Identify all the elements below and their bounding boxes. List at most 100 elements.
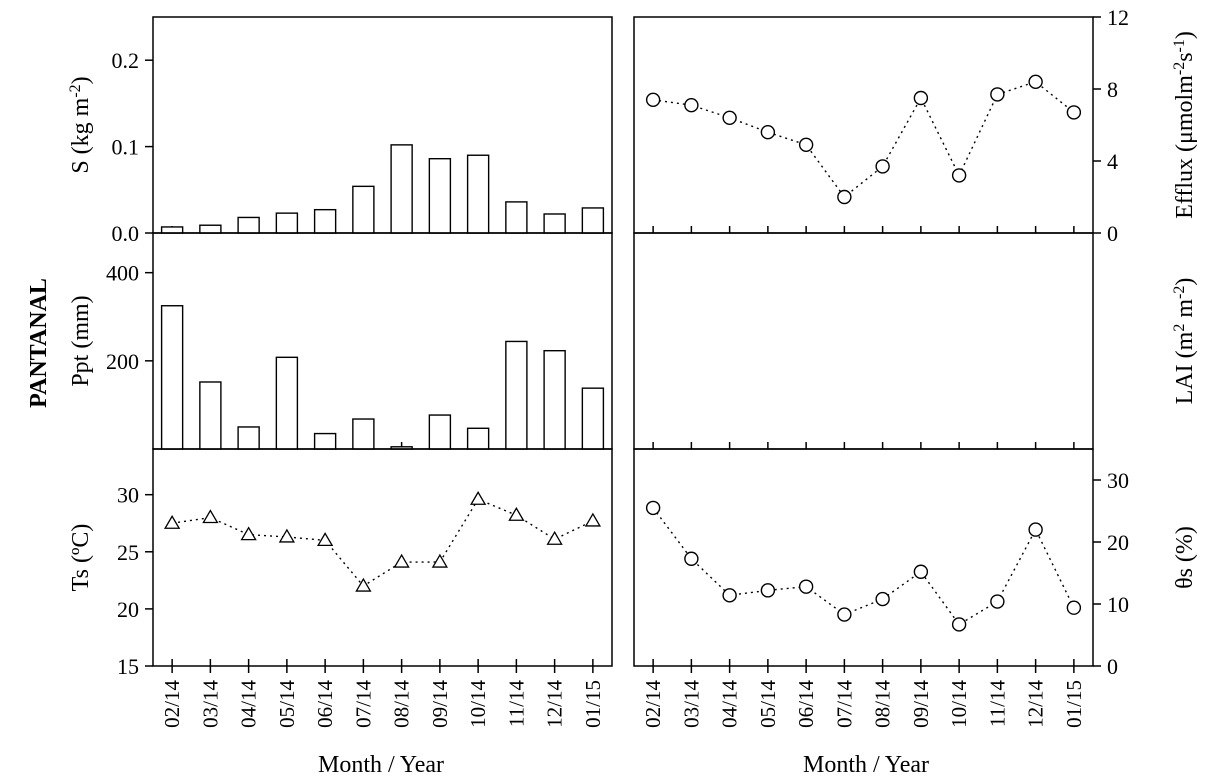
bar xyxy=(275,212,299,234)
bar xyxy=(543,213,566,234)
panel-efflux-line: 0 4 8 12 Efflux (μmolm-2s-1) xyxy=(633,5,1199,246)
panel-frame xyxy=(633,232,1094,450)
y-axis-label: Efflux (μmolm-2s-1) xyxy=(1171,31,1199,219)
panel-frame xyxy=(152,16,613,234)
bar xyxy=(352,418,375,450)
data-point xyxy=(990,87,1005,102)
x-tick-label: 05/14 xyxy=(756,680,780,728)
bar xyxy=(466,154,490,234)
x-tick-label: 05/14 xyxy=(275,680,299,728)
y-tick-label: 0.0 xyxy=(112,221,140,246)
y-tick-label: 4 xyxy=(1107,149,1118,174)
x-tick-label: 06/14 xyxy=(313,680,337,728)
data-point xyxy=(798,579,814,594)
data-point xyxy=(355,577,372,592)
bar xyxy=(581,387,605,450)
data-point xyxy=(508,506,525,521)
data-point xyxy=(1066,105,1082,120)
bar xyxy=(543,349,566,450)
data-point xyxy=(1028,74,1043,90)
x-tick-label: 10/14 xyxy=(466,680,490,728)
bar xyxy=(390,144,413,234)
bar xyxy=(352,185,375,234)
x-tick-label: 04/14 xyxy=(718,680,742,728)
panel-snow-bars: 0.0 0.1 0.2 S (kg m-2) xyxy=(67,16,613,246)
bar xyxy=(237,426,260,450)
panel-frame xyxy=(152,232,613,450)
data-point xyxy=(875,591,890,607)
bar xyxy=(505,201,528,234)
y-axis-label: θs (%) xyxy=(1172,526,1198,589)
x-tick-label: 12/14 xyxy=(1024,680,1048,728)
y-axis-label: S (kg m-2) xyxy=(67,76,95,173)
x-tick-label: 06/14 xyxy=(794,680,818,728)
y-tick-label: 30 xyxy=(117,483,139,508)
bar xyxy=(160,226,184,234)
data-point xyxy=(990,594,1005,609)
x-tick-label: 07/14 xyxy=(351,680,375,728)
x-axis-label-left: Month / Year xyxy=(318,752,444,778)
y-axis-label: LAI (m2 m-2) xyxy=(1171,278,1199,405)
y-tick-label: 0 xyxy=(1107,654,1118,679)
data-point xyxy=(1066,600,1082,615)
y-axis-label: Ts (ºC) xyxy=(68,524,94,592)
panel-lai-line: LAI (m2 m-2) xyxy=(633,232,1199,450)
x-tick-label: 03/14 xyxy=(679,680,703,728)
panel-soil-moisture-line: 0 10 20 30 02/14 03/14 04/14 05/14 06/14 07/14 08/… xyxy=(633,448,1198,728)
panel-frame xyxy=(633,448,1094,667)
data-point xyxy=(684,551,699,566)
data-point xyxy=(645,92,661,108)
x-tick-label: 01/15 xyxy=(1062,680,1086,728)
bar xyxy=(505,340,528,450)
x-tick-label: 01/15 xyxy=(581,680,605,728)
panel-frame xyxy=(152,448,613,667)
bar xyxy=(199,381,222,450)
data-point xyxy=(875,159,890,174)
bar xyxy=(199,224,222,234)
panel-soil-temperature-line: 15 20 25 30 02/14 03/14 04/14 05/14 06/14 07/14 08… xyxy=(68,448,613,728)
data-point xyxy=(722,110,737,126)
data-point xyxy=(469,490,487,505)
y-tick-label: 30 xyxy=(1107,468,1129,493)
y-tick-label: 12 xyxy=(1107,5,1129,30)
y-tick-label: 200 xyxy=(106,349,139,374)
bar xyxy=(466,427,490,450)
data-point xyxy=(951,617,967,632)
bar xyxy=(237,216,260,234)
series-line xyxy=(172,498,594,587)
data-point xyxy=(798,137,814,153)
y-tick-label: 0.1 xyxy=(112,135,140,160)
y-tick-label: 400 xyxy=(106,261,139,286)
data-point xyxy=(431,553,449,568)
bar xyxy=(581,207,605,234)
x-tick-label: 11/14 xyxy=(504,680,528,728)
bar xyxy=(313,208,337,234)
data-point xyxy=(393,553,410,568)
data-point xyxy=(1028,522,1043,537)
y-tick-label: 25 xyxy=(117,540,139,565)
x-tick-label: 04/14 xyxy=(237,680,261,728)
y-tick-label: 15 xyxy=(117,654,139,679)
x-axis-label-right: Month / Year xyxy=(803,752,929,778)
bar xyxy=(428,414,452,450)
x-tick-label: 08/14 xyxy=(871,680,895,728)
x-tick-label: 10/14 xyxy=(947,680,971,728)
panel-precipitation-bars: 200 400 Ppt (mm) xyxy=(68,232,613,450)
data-point xyxy=(722,588,737,603)
x-tick-label: 03/14 xyxy=(198,680,222,728)
series-line xyxy=(652,507,1075,626)
data-point xyxy=(684,97,699,113)
x-tick-label: 02/14 xyxy=(641,680,665,728)
x-tick-label: 08/14 xyxy=(390,680,414,728)
y-axis-label: Ppt (mm) xyxy=(68,295,94,386)
data-point xyxy=(316,532,334,547)
series-line xyxy=(653,81,1075,199)
y-tick-label: 0.2 xyxy=(112,48,140,73)
x-tick-label: 12/14 xyxy=(543,680,567,728)
y-tick-label: 20 xyxy=(117,597,139,622)
bar xyxy=(160,305,184,450)
data-point xyxy=(584,512,602,527)
data-point xyxy=(546,530,563,545)
x-tick-label: 09/14 xyxy=(909,680,933,728)
